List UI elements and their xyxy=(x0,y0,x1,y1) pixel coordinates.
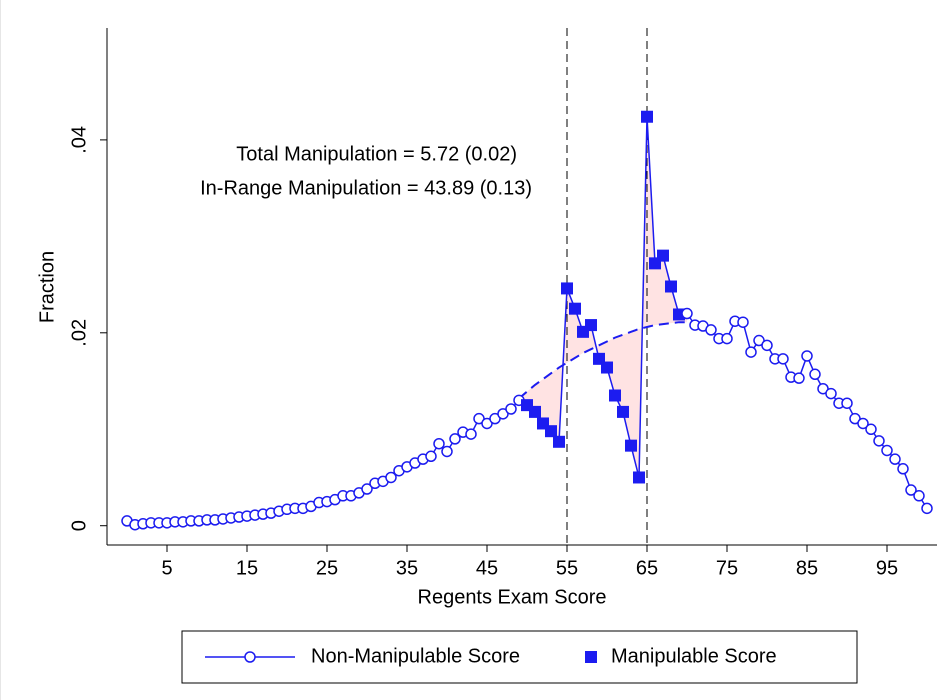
circle-marker xyxy=(921,502,933,515)
legend-label: Manipulable Score xyxy=(611,645,777,667)
circle-marker xyxy=(865,423,877,436)
circle-marker xyxy=(705,324,717,336)
square-marker xyxy=(601,361,613,374)
x-tick-label: 65 xyxy=(636,557,658,579)
circle-marker xyxy=(881,444,893,457)
circle-marker xyxy=(361,483,373,495)
square-marker xyxy=(553,435,565,448)
x-axis-label: Regents Exam Score xyxy=(418,586,607,608)
circle-marker xyxy=(825,387,837,400)
square-marker xyxy=(585,319,597,332)
square-marker xyxy=(625,439,637,452)
x-tick-label: 15 xyxy=(236,557,258,579)
circle-marker xyxy=(809,368,821,381)
circle-marker xyxy=(857,417,869,430)
legend-marker xyxy=(244,651,256,663)
circle-marker xyxy=(737,316,749,328)
circle-marker xyxy=(449,433,461,445)
circle-marker xyxy=(897,463,909,475)
y-tick-label: .04 xyxy=(68,126,90,154)
y-tick-label: 0 xyxy=(68,520,90,531)
x-tick-label: 55 xyxy=(556,557,578,579)
circle-marker xyxy=(913,490,925,502)
circle-marker xyxy=(681,307,693,320)
circle-marker xyxy=(889,453,901,465)
x-tick-label: 35 xyxy=(396,557,418,579)
square-marker xyxy=(665,280,677,293)
circle-marker xyxy=(793,372,805,384)
circle-marker xyxy=(777,353,789,365)
square-marker xyxy=(569,302,581,315)
x-tick-label: 85 xyxy=(796,557,818,579)
circle-marker xyxy=(745,346,757,358)
x-tick-label: 45 xyxy=(476,557,498,579)
x-tick-label: 25 xyxy=(316,557,338,579)
circle-marker xyxy=(721,332,733,345)
square-marker xyxy=(641,110,653,123)
x-tick-label: 75 xyxy=(716,557,738,579)
circle-marker xyxy=(433,437,445,450)
y-tick-label: .02 xyxy=(68,319,90,347)
annotation: Total Manipulation = 5.72 (0.02) xyxy=(236,143,517,165)
y-axis-label: Fraction xyxy=(36,251,58,323)
x-tick-label: 5 xyxy=(161,557,172,579)
counterfactual-line xyxy=(518,321,687,400)
square-marker xyxy=(529,405,541,418)
circle-marker xyxy=(441,445,453,458)
circle-marker xyxy=(801,350,813,362)
square-marker xyxy=(609,389,621,402)
circle-marker xyxy=(385,471,397,484)
x-tick-label: 95 xyxy=(876,557,898,579)
circle-marker xyxy=(761,339,773,352)
square-marker xyxy=(633,471,645,484)
square-marker xyxy=(545,425,557,438)
circle-marker xyxy=(425,450,437,463)
square-marker xyxy=(657,249,669,262)
square-marker xyxy=(617,405,629,418)
circle-marker xyxy=(841,397,853,409)
legend-label: Non-Manipulable Score xyxy=(311,645,520,667)
annotation: In-Range Manipulation = 43.89 (0.13) xyxy=(200,177,532,199)
circle-marker xyxy=(905,484,917,496)
circle-marker xyxy=(505,403,517,415)
circle-marker xyxy=(873,435,885,447)
circle-marker xyxy=(465,428,477,440)
legend-marker xyxy=(585,651,597,663)
square-marker xyxy=(561,282,573,295)
